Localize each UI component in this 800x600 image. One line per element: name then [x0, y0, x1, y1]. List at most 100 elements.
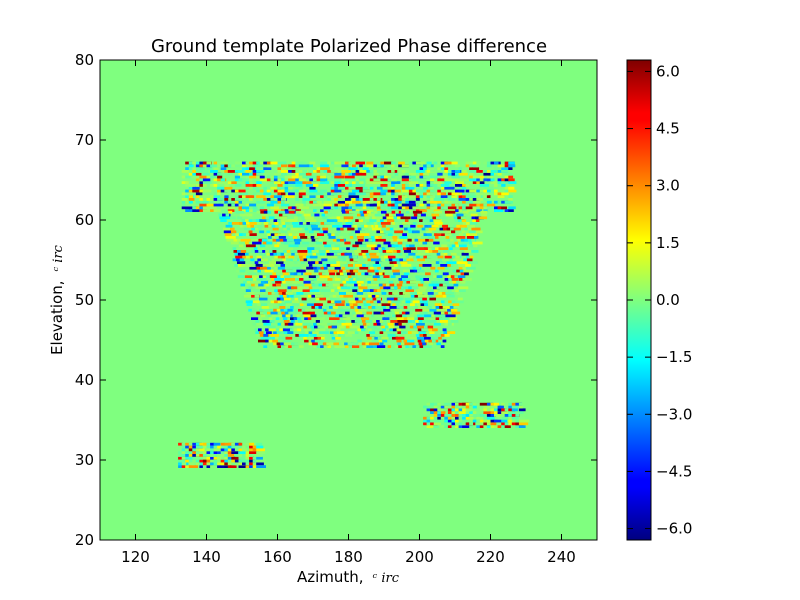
heatmap-cell: [352, 210, 362, 214]
heatmap-cell: [515, 402, 523, 406]
heatmap-cell: [332, 238, 337, 242]
heatmap-cell: [291, 170, 296, 173]
heatmap-cell: [480, 210, 488, 214]
heatmap-cell: [337, 198, 346, 201]
heatmap-cell: [384, 209, 391, 212]
heatmap-cell: [365, 216, 370, 220]
heatmap-cell: [202, 456, 207, 460]
heatmap-cell: [266, 252, 271, 256]
heatmap-cell: [518, 425, 526, 428]
heatmap-cell: [302, 181, 307, 184]
heatmap-cell: [293, 247, 304, 250]
heatmap-cell: [220, 456, 226, 460]
heatmap-cell: [380, 200, 385, 204]
heatmap-cell: [345, 300, 351, 304]
heatmap-cell: [348, 345, 353, 348]
heatmap-cell: [431, 247, 439, 250]
heatmap-cell: [352, 289, 358, 292]
heatmap-cell: [463, 269, 474, 273]
heatmap-cell: [388, 292, 395, 295]
heatmap-cell: [391, 184, 395, 187]
heatmap-cell: [363, 255, 368, 259]
heatmap-cell: [420, 303, 427, 306]
heatmap-cell: [450, 238, 456, 242]
heatmap-cell: [291, 161, 296, 165]
heatmap-cell: [501, 203, 506, 207]
heatmap-cell: [476, 170, 483, 173]
heatmap-cell: [270, 311, 281, 315]
heatmap-cell: [453, 238, 461, 242]
heatmap-cell: [433, 209, 440, 212]
heatmap-cell: [281, 203, 290, 207]
heatmap-cell: [425, 272, 431, 276]
heatmap-cell: [409, 336, 420, 340]
heatmap-cell: [348, 278, 354, 281]
heatmap-cell: [497, 416, 502, 420]
heatmap-cell: [213, 203, 224, 207]
heatmap-cell: [448, 311, 454, 315]
heatmap-cell: [256, 266, 263, 270]
heatmap-cell: [417, 224, 423, 228]
heatmap-cell: [486, 195, 491, 198]
heatmap-cell: [361, 317, 370, 320]
heatmap-cell: [416, 336, 426, 340]
heatmap-cell: [483, 206, 488, 210]
heatmap-cell: [260, 280, 266, 284]
heatmap-cell: [494, 172, 502, 176]
heatmap-cell: [429, 331, 435, 334]
heatmap-cell: [272, 227, 279, 231]
heatmap-cell: [254, 224, 261, 228]
heatmap-cell: [278, 210, 285, 214]
heatmap-cell: [281, 178, 288, 182]
heatmap-cell: [292, 258, 297, 262]
heatmap-cell: [376, 320, 380, 323]
heatmap-cell: [260, 210, 267, 214]
heatmap-cell: [338, 289, 349, 292]
heatmap-cell: [244, 227, 250, 231]
heatmap-cell: [401, 286, 408, 290]
heatmap-cell: [408, 230, 415, 234]
heatmap-cell: [254, 294, 260, 298]
heatmap-cell: [188, 200, 193, 204]
heatmap-cell: [275, 280, 282, 284]
heatmap-cell: [444, 278, 450, 281]
heatmap-cell: [341, 209, 345, 212]
heatmap-cell: [469, 244, 474, 248]
heatmap-cell: [260, 336, 272, 340]
heatmap-cell: [309, 230, 314, 234]
heatmap-cell: [469, 209, 480, 212]
heatmap-cell: [451, 198, 458, 201]
heatmap-cell: [206, 203, 217, 207]
heatmap-cell: [231, 445, 236, 449]
heatmap-cell: [320, 175, 326, 179]
heatmap-cell: [356, 314, 366, 318]
heatmap-cell: [374, 292, 380, 295]
heatmap-cell: [327, 322, 331, 326]
heatmap-cell: [355, 278, 361, 281]
heatmap-cell: [404, 219, 409, 222]
heatmap-cell: [248, 308, 255, 312]
heatmap-cell: [309, 289, 320, 292]
heatmap-cell: [490, 195, 497, 198]
heatmap-cell: [296, 269, 306, 273]
heatmap-cell: [416, 289, 426, 292]
heatmap-cell: [392, 258, 400, 262]
heatmap-cell: [368, 283, 378, 287]
heatmap-cell: [399, 236, 408, 239]
heatmap-cell: [444, 422, 455, 426]
heatmap-cell: [235, 233, 240, 236]
heatmap-cell: [455, 203, 459, 207]
heatmap-cell: [433, 219, 442, 222]
heatmap-cell: [354, 331, 359, 334]
heatmap-cell: [397, 297, 404, 301]
heatmap-cell: [280, 252, 285, 256]
heatmap-cell: [382, 317, 392, 320]
heatmap-cell: [384, 244, 391, 248]
heatmap-cell: [452, 258, 463, 262]
heatmap-cell: [433, 198, 444, 201]
heatmap-cell: [281, 198, 287, 201]
heatmap-cell: [471, 238, 476, 242]
heatmap-cell: [288, 210, 295, 214]
heatmap-cell: [217, 164, 221, 168]
